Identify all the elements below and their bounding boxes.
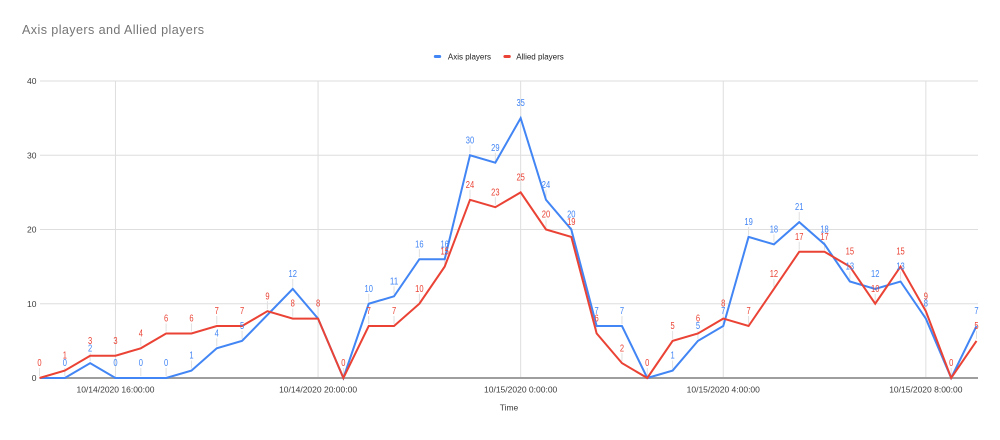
svg-text:10: 10 <box>365 284 374 295</box>
svg-text:10/14/2020 16:00:00: 10/14/2020 16:00:00 <box>76 385 154 395</box>
svg-text:24: 24 <box>542 180 551 191</box>
svg-text:23: 23 <box>491 187 500 198</box>
svg-text:19: 19 <box>567 217 576 228</box>
svg-text:5: 5 <box>671 321 676 332</box>
svg-text:7: 7 <box>240 306 245 317</box>
svg-text:20: 20 <box>27 225 37 235</box>
svg-text:Axis players and Allied player: Axis players and Allied players <box>22 23 205 37</box>
svg-text:9: 9 <box>265 291 270 302</box>
svg-text:5: 5 <box>696 321 701 332</box>
svg-text:12: 12 <box>871 269 880 280</box>
svg-text:10: 10 <box>415 284 424 295</box>
svg-text:19: 19 <box>744 217 753 228</box>
svg-text:0: 0 <box>949 358 954 369</box>
svg-text:8: 8 <box>291 299 296 310</box>
svg-text:1: 1 <box>671 351 676 362</box>
svg-text:6: 6 <box>696 314 701 325</box>
svg-text:6: 6 <box>189 314 194 325</box>
svg-text:7: 7 <box>721 306 726 317</box>
svg-text:9: 9 <box>924 291 929 302</box>
svg-text:7: 7 <box>620 306 625 317</box>
svg-text:10/15/2020 8:00:00: 10/15/2020 8:00:00 <box>889 385 963 395</box>
svg-text:0: 0 <box>32 373 37 383</box>
svg-text:18: 18 <box>770 224 779 235</box>
svg-text:7: 7 <box>392 306 397 317</box>
svg-text:5: 5 <box>240 321 245 332</box>
svg-text:20: 20 <box>567 210 576 221</box>
svg-text:Axis players: Axis players <box>448 53 491 62</box>
svg-text:7: 7 <box>746 306 751 317</box>
svg-text:Allied players: Allied players <box>516 53 564 62</box>
svg-text:4: 4 <box>215 328 220 339</box>
svg-text:20: 20 <box>542 210 551 221</box>
svg-text:16: 16 <box>440 239 449 250</box>
svg-text:8: 8 <box>316 299 321 310</box>
svg-text:7: 7 <box>215 306 220 317</box>
svg-text:12: 12 <box>770 269 779 280</box>
svg-text:0: 0 <box>37 358 42 369</box>
svg-text:3: 3 <box>113 336 118 347</box>
svg-text:1: 1 <box>63 351 68 362</box>
svg-text:40: 40 <box>27 76 37 86</box>
svg-text:6: 6 <box>595 314 600 325</box>
svg-text:21: 21 <box>795 202 804 213</box>
svg-text:5: 5 <box>974 321 979 332</box>
svg-text:0: 0 <box>645 358 650 369</box>
svg-text:13: 13 <box>896 262 905 273</box>
svg-text:7: 7 <box>595 306 600 317</box>
svg-text:30: 30 <box>27 150 37 160</box>
svg-text:10/15/2020 0:00:00: 10/15/2020 0:00:00 <box>484 385 558 395</box>
svg-text:Time: Time <box>500 403 519 413</box>
svg-text:10: 10 <box>27 299 37 309</box>
svg-text:8: 8 <box>924 299 929 310</box>
svg-text:10/14/2020 20:00:00: 10/14/2020 20:00:00 <box>279 385 357 395</box>
svg-text:0: 0 <box>63 358 68 369</box>
svg-text:1: 1 <box>189 351 194 362</box>
svg-text:10/15/2020 4:00:00: 10/15/2020 4:00:00 <box>687 385 761 395</box>
svg-text:0: 0 <box>113 358 118 369</box>
svg-text:0: 0 <box>164 358 169 369</box>
svg-text:29: 29 <box>491 143 500 154</box>
svg-text:13: 13 <box>846 262 855 273</box>
svg-text:18: 18 <box>820 224 829 235</box>
svg-text:8: 8 <box>721 299 726 310</box>
svg-text:12: 12 <box>289 269 298 280</box>
svg-text:0: 0 <box>139 358 144 369</box>
svg-text:4: 4 <box>139 328 144 339</box>
svg-text:2: 2 <box>88 343 93 354</box>
svg-text:10: 10 <box>871 284 880 295</box>
svg-text:15: 15 <box>846 247 855 258</box>
svg-text:6: 6 <box>164 314 169 325</box>
svg-text:11: 11 <box>390 276 399 287</box>
svg-text:30: 30 <box>466 135 475 146</box>
svg-text:3: 3 <box>88 336 93 347</box>
svg-text:2: 2 <box>620 343 625 354</box>
svg-text:17: 17 <box>820 232 829 243</box>
svg-text:7: 7 <box>974 306 979 317</box>
svg-text:0: 0 <box>341 358 346 369</box>
svg-text:7: 7 <box>367 306 372 317</box>
svg-text:17: 17 <box>795 232 804 243</box>
svg-text:35: 35 <box>516 98 525 109</box>
svg-text:25: 25 <box>516 172 525 183</box>
svg-text:15: 15 <box>896 247 905 258</box>
svg-text:24: 24 <box>466 180 475 191</box>
svg-text:16: 16 <box>415 239 424 250</box>
svg-text:15: 15 <box>440 247 449 258</box>
